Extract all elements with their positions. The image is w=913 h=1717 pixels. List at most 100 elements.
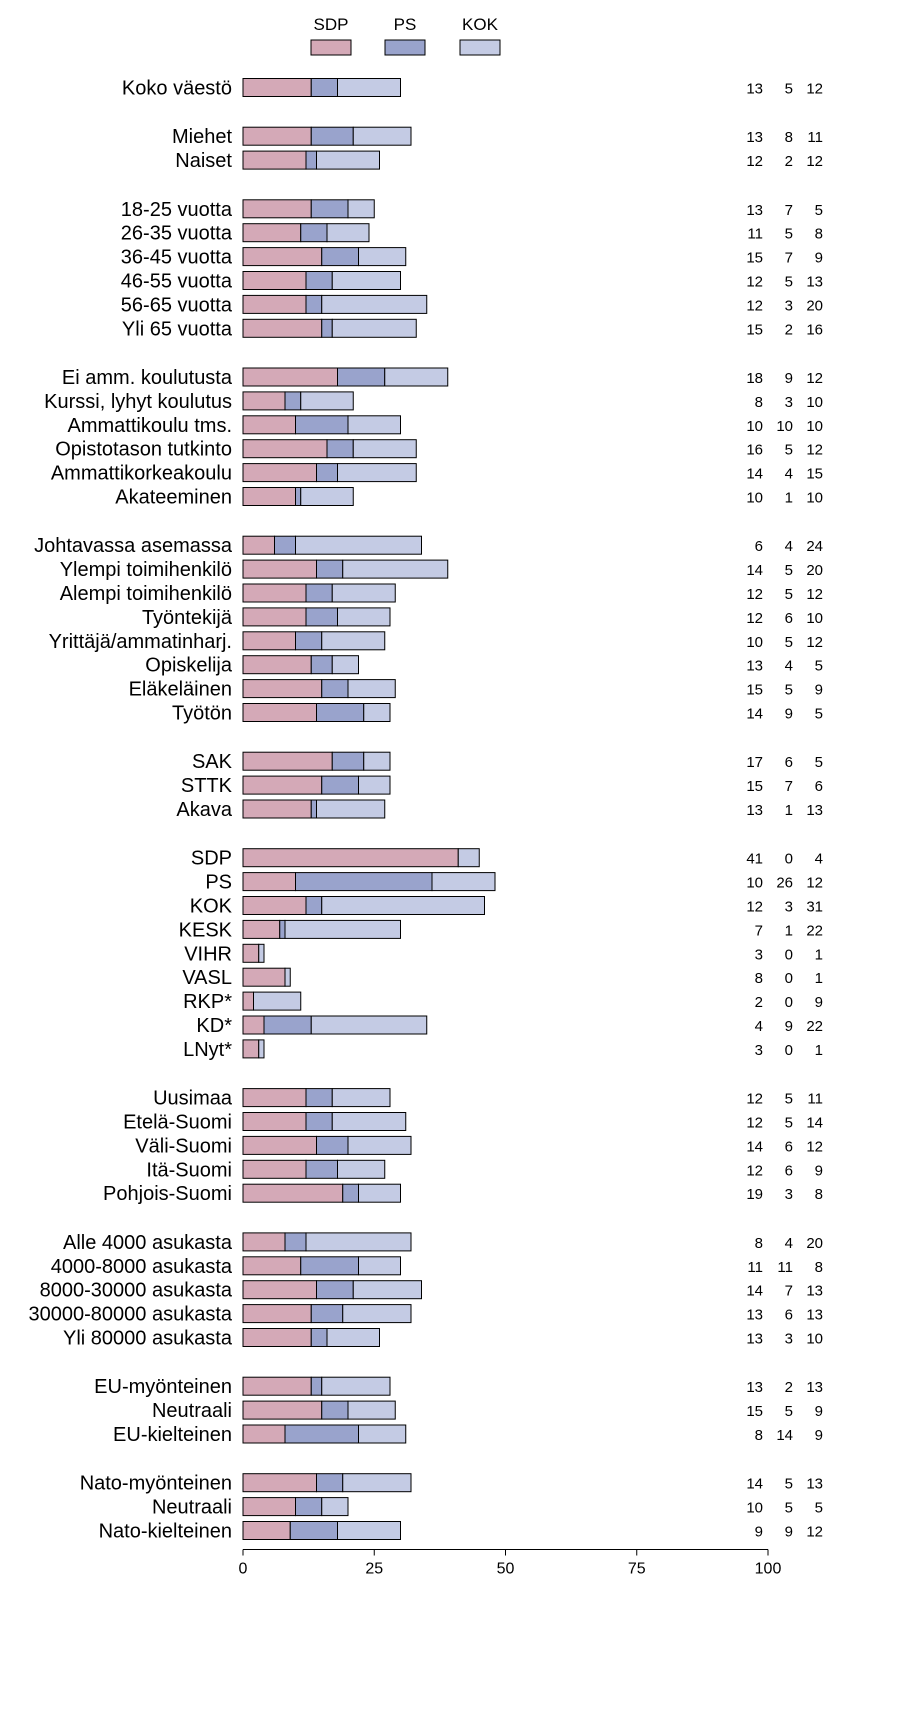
value-label-ps: 14 xyxy=(776,1427,793,1444)
category-label: Pohjois-Suomi xyxy=(103,1183,232,1205)
bar-segment-ps xyxy=(274,535,296,555)
bar-segment-sdp xyxy=(242,1232,286,1252)
category-label: Alempi toimihenkilö xyxy=(60,583,232,605)
value-label-kok: 15 xyxy=(806,466,823,483)
x-tick-label: 0 xyxy=(239,1561,248,1578)
bar-row: Alempi toimihenkilö 12 5 12 xyxy=(60,583,823,605)
bar-segment-sdp xyxy=(242,535,275,555)
category-label: 30000-80000 asukasta xyxy=(29,1304,233,1326)
value-label-kok: 14 xyxy=(806,1115,823,1132)
value-label-sdp: 41 xyxy=(746,851,763,868)
bar-segment-kok xyxy=(347,679,396,699)
value-label-ps: 2 xyxy=(785,153,793,170)
bar-segment-kok xyxy=(337,1521,401,1540)
value-label-ps: 5 xyxy=(785,562,793,579)
bar-segment-ps xyxy=(300,1256,359,1276)
bar-segment-ps xyxy=(305,1159,338,1179)
bar-segment-ps xyxy=(295,487,302,506)
value-label-ps: 6 xyxy=(785,610,793,627)
bar-segment-ps xyxy=(316,703,365,722)
value-label-kok: 12 xyxy=(806,370,823,387)
value-label-sdp: 4 xyxy=(755,1018,763,1035)
bar-segment-kok xyxy=(337,1159,386,1179)
bar-segment-ps xyxy=(263,1015,312,1035)
value-label-kok: 10 xyxy=(806,610,823,627)
value-label-sdp: 9 xyxy=(755,1524,763,1541)
value-label-ps: 6 xyxy=(785,1138,793,1155)
x-tick-label: 100 xyxy=(755,1561,782,1578)
value-label-ps: 3 xyxy=(785,394,793,411)
bar-segment-ps xyxy=(310,1328,328,1347)
bar-segment-ps xyxy=(310,799,317,819)
category-label: Neutraali xyxy=(152,1400,232,1422)
value-label-sdp: 13 xyxy=(746,802,763,819)
bar-row: Itä-Suomi 12 6 9 xyxy=(146,1159,823,1181)
category-label: Nato-myönteinen xyxy=(80,1473,232,1495)
bar-segment-ps xyxy=(321,1400,349,1420)
bar-row: Akava 13 1 13 xyxy=(176,799,823,821)
bar-segment-ps xyxy=(316,1280,354,1300)
bar-segment-kok xyxy=(342,1473,412,1493)
bar-row: KESK 7 1 22 xyxy=(179,919,823,941)
value-label-sdp: 17 xyxy=(746,754,763,771)
bar-segment-sdp xyxy=(242,1304,312,1324)
bar-segment-sdp xyxy=(242,1473,317,1493)
bar-segment-ps xyxy=(295,631,323,651)
bar-segment-sdp xyxy=(242,1497,296,1517)
value-label-kok: 5 xyxy=(815,658,823,675)
legend-swatch xyxy=(310,39,352,56)
bar-segment-sdp xyxy=(242,1015,265,1035)
value-label-sdp: 15 xyxy=(746,682,763,699)
category-label: Työtön xyxy=(172,703,232,725)
value-label-ps: 4 xyxy=(785,538,793,555)
bar-segment-kok xyxy=(284,967,291,987)
value-label-sdp: 14 xyxy=(746,706,763,723)
bar-segment-sdp xyxy=(242,679,323,699)
bar-segment-sdp xyxy=(242,655,312,675)
bar-segment-kok xyxy=(316,150,380,170)
category-label: Yrittäjä/ammatinharj. xyxy=(49,631,232,653)
bar-segment-kok xyxy=(337,78,401,97)
value-label-kok: 10 xyxy=(806,418,823,435)
bar-segment-ps xyxy=(289,1521,338,1540)
bar-segment-kok xyxy=(352,439,417,459)
value-label-sdp: 10 xyxy=(746,1500,763,1517)
bar-segment-kok xyxy=(305,1232,412,1252)
value-label-sdp: 13 xyxy=(746,1307,763,1324)
value-label-ps: 5 xyxy=(785,81,793,98)
bar-row: Johtavassa asemassa 6 4 24 xyxy=(34,535,823,557)
bar-segment-ps xyxy=(305,150,317,170)
bar-segment-sdp xyxy=(242,318,323,338)
value-label-sdp: 13 xyxy=(746,658,763,675)
bar-segment-ps xyxy=(284,1424,359,1444)
value-label-kok: 13 xyxy=(806,274,823,291)
bar-segment-sdp xyxy=(242,1400,323,1420)
bar-segment-sdp xyxy=(242,1376,312,1396)
category-label: Nato-kielteinen xyxy=(99,1521,232,1543)
value-label-sdp: 10 xyxy=(746,490,763,507)
bar-row: Akateeminen 10 1 10 xyxy=(115,487,823,509)
bar-row: Väli-Suomi 14 6 12 xyxy=(135,1135,823,1157)
value-label-ps: 1 xyxy=(785,490,793,507)
bar-segment-sdp xyxy=(242,1039,260,1059)
bar-segment-sdp xyxy=(242,872,296,892)
value-label-sdp: 12 xyxy=(746,297,763,314)
bar-row: Yrittäjä/ammatinharj. 10 5 12 xyxy=(49,631,823,653)
value-label-ps: 7 xyxy=(785,202,793,219)
bar-segment-kok xyxy=(358,247,407,267)
bar-segment-kok xyxy=(431,872,496,892)
value-label-kok: 4 xyxy=(815,851,823,868)
value-label-sdp: 19 xyxy=(746,1186,763,1203)
bar-segment-ps xyxy=(305,294,323,314)
value-label-sdp: 13 xyxy=(746,1331,763,1348)
value-label-ps: 0 xyxy=(785,1042,793,1059)
value-label-sdp: 14 xyxy=(746,466,763,483)
value-label-ps: 6 xyxy=(785,1162,793,1179)
bar-row: LNyt* 3 0 1 xyxy=(183,1039,823,1061)
value-label-ps: 11 xyxy=(777,1259,793,1276)
bar-segment-ps xyxy=(331,751,365,771)
bar-segment-ps xyxy=(321,318,333,338)
value-label-ps: 5 xyxy=(785,682,793,699)
value-label-kok: 11 xyxy=(807,1091,823,1108)
